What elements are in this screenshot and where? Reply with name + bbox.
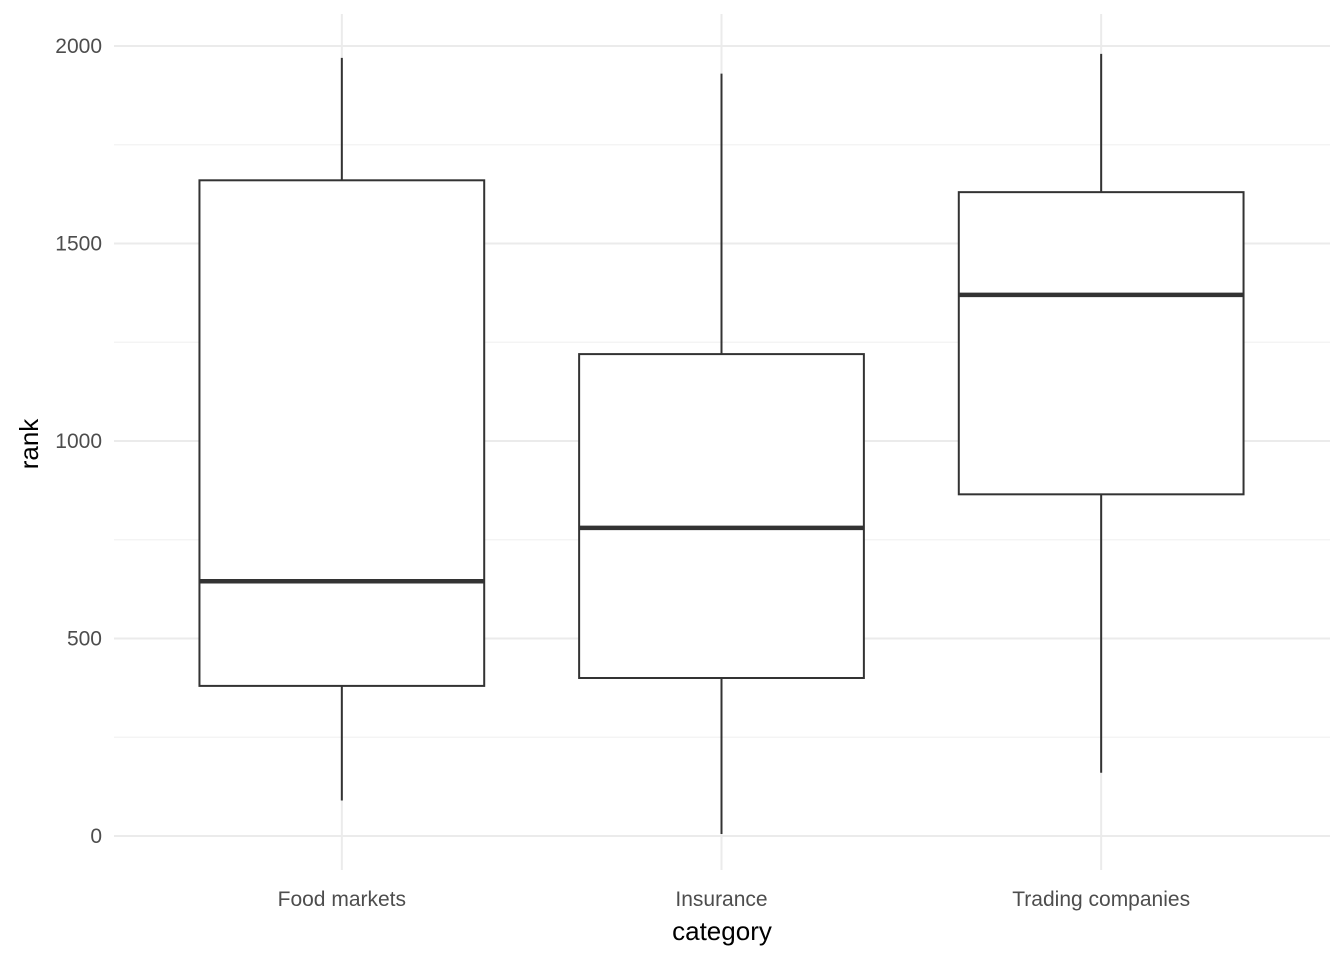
y-tick-label: 1500 xyxy=(55,233,102,256)
y-tick-label: 1000 xyxy=(55,430,102,453)
y-axis-title: rank xyxy=(14,418,44,470)
y-tick-label: 2000 xyxy=(55,35,102,58)
y-tick-label: 0 xyxy=(90,825,102,848)
x-tick-labels: Food markets Insurance Trading companies xyxy=(278,888,1190,911)
x-tick-label: Insurance xyxy=(675,888,767,911)
box-food-markets xyxy=(198,57,486,801)
iqr-box xyxy=(578,353,865,679)
y-tick-label: 500 xyxy=(67,628,102,651)
box-trading-companies xyxy=(957,53,1245,773)
box-layer xyxy=(198,53,1245,835)
box-insurance xyxy=(578,73,865,835)
x-tick-label: Trading companies xyxy=(1012,888,1190,911)
iqr-box xyxy=(198,179,486,687)
x-axis-title: category xyxy=(672,916,772,946)
iqr-box xyxy=(957,191,1245,496)
x-tick-label: Food markets xyxy=(278,888,406,911)
y-tick-labels: 0 500 1000 1500 2000 xyxy=(55,35,102,848)
